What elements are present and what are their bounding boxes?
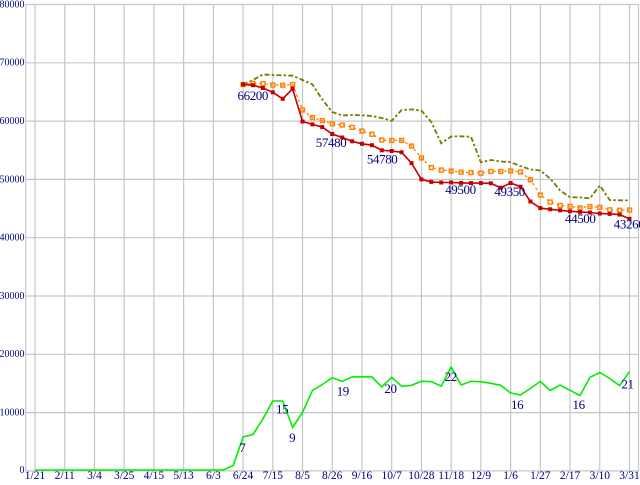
svg-text:7/15: 7/15 <box>263 470 284 480</box>
svg-text:44500: 44500 <box>565 211 596 226</box>
svg-text:30000: 30000 <box>0 291 25 302</box>
svg-text:3/10: 3/10 <box>590 470 611 480</box>
svg-text:9: 9 <box>289 430 295 445</box>
svg-text:2/11: 2/11 <box>55 470 75 480</box>
svg-text:6/24: 6/24 <box>233 470 254 480</box>
svg-text:54780: 54780 <box>367 152 398 167</box>
svg-text:50000: 50000 <box>0 174 25 185</box>
svg-text:3/4: 3/4 <box>87 470 102 480</box>
svg-text:20: 20 <box>384 381 396 396</box>
svg-text:40000: 40000 <box>0 233 25 244</box>
svg-text:57480: 57480 <box>316 135 347 150</box>
svg-text:7: 7 <box>239 440 246 455</box>
svg-text:6/3: 6/3 <box>206 470 221 480</box>
svg-text:3/31: 3/31 <box>619 470 640 480</box>
svg-text:10000: 10000 <box>0 408 25 419</box>
svg-text:49500: 49500 <box>445 182 476 197</box>
svg-text:3/25: 3/25 <box>114 470 135 480</box>
svg-text:8/5: 8/5 <box>295 470 310 480</box>
svg-text:22: 22 <box>445 369 457 384</box>
svg-text:5/13: 5/13 <box>173 470 194 480</box>
svg-text:11/18: 11/18 <box>438 470 464 480</box>
svg-text:70000: 70000 <box>0 58 25 69</box>
svg-text:21: 21 <box>621 377 633 392</box>
svg-text:15: 15 <box>276 402 288 417</box>
svg-text:43260: 43260 <box>614 217 640 232</box>
svg-text:9/16: 9/16 <box>352 470 373 480</box>
svg-text:2/17: 2/17 <box>560 470 581 480</box>
svg-text:1/6: 1/6 <box>503 470 518 480</box>
svg-text:60000: 60000 <box>0 116 25 127</box>
svg-text:19: 19 <box>337 384 349 399</box>
svg-text:1/27: 1/27 <box>530 470 551 480</box>
svg-text:80000: 80000 <box>0 0 25 10</box>
svg-text:1/21: 1/21 <box>25 470 46 480</box>
svg-text:16: 16 <box>511 397 524 412</box>
svg-text:4/15: 4/15 <box>144 470 165 480</box>
svg-text:66200: 66200 <box>238 88 269 103</box>
svg-text:0: 0 <box>20 465 25 476</box>
svg-text:20000: 20000 <box>0 349 25 360</box>
svg-text:8/26: 8/26 <box>322 470 343 480</box>
svg-text:10/7: 10/7 <box>381 470 402 480</box>
svg-text:49350: 49350 <box>494 184 525 199</box>
svg-text:16: 16 <box>573 397 586 412</box>
svg-text:10/28: 10/28 <box>408 470 434 480</box>
svg-text:12/9: 12/9 <box>471 470 492 480</box>
